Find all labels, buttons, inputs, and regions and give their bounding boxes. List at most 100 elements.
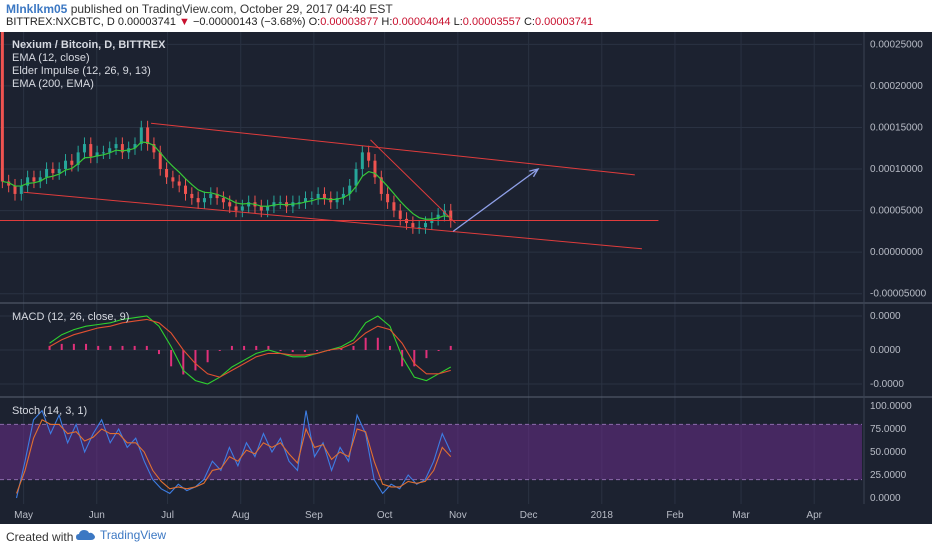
macd-histogram-bar — [206, 350, 209, 363]
tradingview-logo[interactable]: TradingView — [76, 528, 166, 542]
x-tick-label: Jun — [89, 510, 105, 521]
x-tick-label: May — [14, 510, 33, 521]
symbol-label: BITTREX:NXCBTC, D — [6, 16, 115, 28]
y-tick-label: 0.00025000 — [870, 39, 923, 50]
candle-body — [316, 193, 320, 199]
candle-body — [19, 185, 23, 194]
price-legend-item: EMA (12, close) — [12, 52, 90, 64]
macd-histogram-bar — [97, 345, 100, 350]
macd-histogram-bar — [291, 350, 294, 353]
brand-name: TradingView — [100, 528, 167, 542]
candle-body — [82, 144, 86, 153]
x-tick-label: Sep — [305, 510, 323, 521]
candle-body — [190, 193, 194, 199]
macd-histogram-bar — [60, 343, 63, 350]
published-text: published on TradingView.com, October 29… — [70, 2, 393, 16]
candle-body — [184, 185, 188, 194]
macd-histogram-bar — [437, 350, 440, 351]
stoch-band — [0, 424, 862, 480]
macd-histogram-bar — [279, 350, 282, 351]
stoch-y-tick: 50.0000 — [870, 447, 907, 458]
macd-histogram-bar — [376, 337, 379, 350]
stoch-y-tick: 75.0000 — [870, 424, 907, 435]
candle-body — [89, 144, 93, 157]
ema-line — [2, 141, 451, 220]
created-with-text: Created with — [6, 530, 74, 544]
candle-body — [120, 144, 124, 153]
candle-body — [38, 177, 42, 182]
macd-histogram-bar — [157, 350, 160, 355]
candle-body — [196, 198, 200, 203]
candle-body — [158, 152, 162, 169]
x-tick-label: Dec — [520, 510, 538, 521]
macd-histogram-bar — [85, 343, 88, 350]
y-tick-label: 0.00020000 — [870, 81, 923, 92]
candle-body — [133, 144, 137, 149]
candle-body — [379, 177, 383, 194]
macd-histogram-bar — [230, 345, 233, 350]
macd-histogram-bar — [388, 345, 391, 350]
macd-y-tick: 0.0000 — [870, 311, 901, 322]
candle-body — [297, 202, 301, 204]
candle-body — [272, 202, 276, 207]
macd-histogram-bar — [170, 350, 173, 367]
candle-body — [266, 206, 270, 211]
macd-histogram-bar — [267, 345, 270, 350]
macd-line — [49, 315, 452, 385]
macd-legend: MACD (12, 26, close, 9) — [12, 311, 129, 323]
x-tick-label: Mar — [732, 510, 750, 521]
candle-body — [278, 202, 282, 204]
macd-y-tick: -0.0000 — [870, 379, 904, 390]
footer: Created with TradingView — [0, 524, 932, 550]
macd-histogram-bar — [145, 345, 148, 350]
candle-body — [177, 181, 181, 186]
candle-body — [171, 177, 175, 182]
macd-histogram-bar — [316, 350, 319, 351]
macd-histogram-bar — [401, 350, 404, 367]
macd-histogram-bar — [194, 350, 197, 371]
candle-body — [259, 206, 263, 211]
candle-body — [367, 152, 371, 161]
candle-body — [64, 160, 68, 169]
candle-body — [146, 127, 150, 145]
candle-body — [449, 210, 453, 222]
candle-body — [57, 169, 61, 174]
candle-body — [411, 223, 415, 228]
down-arrow-icon: ▼ — [179, 16, 190, 28]
y-tick-label: -0.00005000 — [870, 289, 927, 300]
candle-body — [354, 169, 358, 186]
candle-body — [101, 152, 105, 154]
candle-body — [335, 198, 339, 203]
candle-body — [417, 227, 421, 229]
high-label: H: — [381, 16, 393, 28]
candle-body — [348, 185, 352, 194]
chart-area[interactable]: May Jun Jul Aug Sep Oct Nov Dec 2018 Feb Mar Apr 0.0… — [0, 12, 932, 524]
author-link[interactable]: Mlnklkm05 — [6, 2, 68, 16]
signal-line — [49, 318, 451, 378]
macd-histogram-bar — [243, 345, 246, 350]
stoch-k-line — [15, 409, 452, 499]
candle-body — [51, 169, 55, 174]
candle-body — [70, 160, 74, 165]
candle-body — [45, 169, 49, 178]
macd-histogram-bar — [72, 343, 75, 350]
y-tick-label: 0.00010000 — [870, 164, 923, 175]
publish-line: Mlnklkm05 published on TradingView.com, … — [6, 2, 393, 16]
macd-histogram-bar — [425, 350, 428, 359]
candle-body — [341, 193, 345, 199]
low-label: L: — [453, 16, 463, 28]
macd-histogram-bar — [109, 345, 112, 350]
y-tick-label: 0.00015000 — [870, 122, 923, 133]
macd-histogram-bar — [255, 345, 258, 350]
candle-body — [423, 223, 427, 228]
x-tick-label: Feb — [666, 510, 684, 521]
chart-canvas[interactable]: May Jun Jul Aug Sep Oct Nov Dec 2018 Feb Mar Apr 0.0… — [0, 12, 932, 524]
projection-arrow — [452, 168, 539, 232]
y-tick-label: 0.00005000 — [870, 206, 923, 217]
stoch-d-line — [16, 419, 452, 494]
candle-body — [139, 127, 143, 145]
candle-body — [436, 214, 440, 219]
candle-body — [215, 193, 219, 199]
candle-body — [202, 198, 206, 203]
candle-body — [240, 206, 244, 211]
